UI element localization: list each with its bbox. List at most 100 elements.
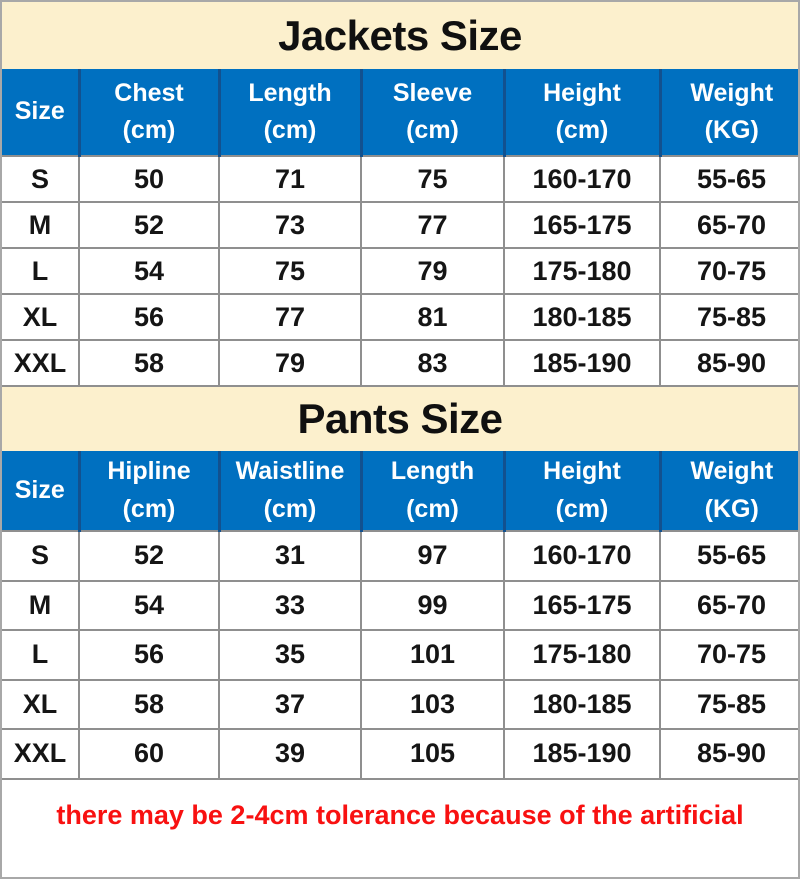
value-cell: 160-170 [503, 531, 660, 582]
value-cell: 33 [218, 580, 361, 631]
jackets-table: Size Chest (cm) Length (cm) Sleeve (cm) Height (… [2, 69, 798, 387]
column-header-unit: (cm) [263, 494, 317, 523]
value-cell: 160-170 [503, 156, 660, 203]
pants-table-body: S 52 31 97 160-170 55-65 M 54 33 99 165-175 65-70 L 5… [2, 531, 798, 780]
column-header: Hipline (cm) [77, 451, 219, 532]
column-header-label: Height [543, 457, 621, 485]
column-header-label: Size [14, 475, 65, 504]
column-header-label: Chest [114, 78, 184, 107]
value-cell: 75 [218, 248, 361, 295]
size-cell: L [2, 630, 79, 681]
value-cell: 50 [78, 156, 219, 203]
value-cell: 85-90 [659, 340, 798, 387]
pants-header-row: Size Hipline (cm) Waistline (cm) Length (cm) He… [2, 451, 798, 532]
value-cell: 180-185 [503, 679, 660, 730]
column-header-label: Sleeve [392, 78, 473, 107]
table-row: S 50 71 75 160-170 55-65 [2, 156, 798, 203]
column-header-label: Weight [690, 78, 774, 107]
column-header-label: Length [390, 457, 475, 485]
value-cell: 65-70 [659, 202, 798, 249]
jackets-title: Jackets Size [2, 2, 798, 69]
column-header-unit: (KG) [704, 116, 759, 144]
value-cell: 185-190 [503, 340, 660, 387]
value-cell: 52 [78, 531, 219, 582]
column-header: Height (cm) [502, 69, 660, 157]
table-row: XXL 58 79 83 185-190 85-90 [2, 340, 798, 387]
column-header-label: Waistline [235, 457, 345, 485]
value-cell: 56 [78, 630, 219, 681]
column-header: Chest (cm) [77, 69, 219, 157]
pants-table: Size Hipline (cm) Waistline (cm) Length (cm) He… [2, 451, 798, 780]
column-header-unit: (cm) [122, 116, 176, 144]
value-cell: 75 [360, 156, 504, 203]
value-cell: 71 [218, 156, 361, 203]
value-cell: 105 [360, 729, 504, 780]
value-cell: 79 [360, 248, 504, 295]
table-row: M 54 33 99 165-175 65-70 [2, 580, 798, 631]
value-cell: 85-90 [659, 729, 798, 780]
column-header: Weight (KG) [658, 451, 798, 532]
value-cell: 54 [78, 248, 219, 295]
column-header-label: Height [543, 78, 621, 107]
column-header: Weight (KG) [658, 69, 798, 157]
column-header-label: Hipline [107, 457, 191, 485]
value-cell: 75-85 [659, 679, 798, 730]
value-cell: 70-75 [659, 248, 798, 295]
value-cell: 185-190 [503, 729, 660, 780]
value-cell: 165-175 [503, 202, 660, 249]
size-cell: M [2, 580, 79, 631]
value-cell: 79 [218, 340, 361, 387]
column-header: Size [2, 451, 79, 532]
pants-section: Pants Size Size Hipline (cm) Waistline (cm) L… [2, 387, 798, 780]
value-cell: 58 [78, 340, 219, 387]
value-cell: 56 [78, 294, 219, 341]
column-header-unit: (cm) [555, 116, 609, 144]
value-cell: 165-175 [503, 580, 660, 631]
value-cell: 35 [218, 630, 361, 681]
size-cell: XXL [2, 729, 79, 780]
value-cell: 58 [78, 679, 219, 730]
size-cell: XL [2, 679, 79, 730]
value-cell: 175-180 [503, 248, 660, 295]
value-cell: 60 [78, 729, 219, 780]
column-header: Height (cm) [502, 451, 660, 532]
value-cell: 70-75 [659, 630, 798, 681]
value-cell: 31 [218, 531, 361, 582]
column-header-unit: (cm) [406, 494, 459, 523]
table-row: XXL 60 39 105 185-190 85-90 [2, 729, 798, 780]
column-header: Length (cm) [359, 451, 504, 532]
column-header-unit: (cm) [263, 116, 317, 144]
value-cell: 77 [360, 202, 504, 249]
table-row: S 52 31 97 160-170 55-65 [2, 531, 798, 582]
value-cell: 99 [360, 580, 504, 631]
jackets-table-body: S 50 71 75 160-170 55-65 M 52 73 77 165-175 65-70 L 5… [2, 156, 798, 387]
column-header: Size [2, 69, 79, 157]
value-cell: 103 [360, 679, 504, 730]
size-cell: M [2, 202, 79, 249]
column-header: Waistline (cm) [217, 451, 361, 532]
size-cell: S [2, 156, 79, 203]
value-cell: 175-180 [503, 630, 660, 681]
table-row: XL 56 77 81 180-185 75-85 [2, 294, 798, 341]
value-cell: 65-70 [659, 580, 798, 631]
value-cell: 54 [78, 580, 219, 631]
value-cell: 73 [218, 202, 361, 249]
column-header-label: Size [14, 97, 65, 126]
table-row: L 54 75 79 175-180 70-75 [2, 248, 798, 295]
value-cell: 75-85 [659, 294, 798, 341]
size-cell: S [2, 531, 79, 582]
value-cell: 55-65 [659, 156, 798, 203]
column-header-unit: (cm) [122, 494, 176, 523]
value-cell: 39 [218, 729, 361, 780]
value-cell: 97 [360, 531, 504, 582]
column-header-unit: (cm) [406, 116, 459, 144]
table-row: XL 58 37 103 180-185 75-85 [2, 679, 798, 730]
table-row: L 56 35 101 175-180 70-75 [2, 630, 798, 681]
column-header-unit: (KG) [704, 494, 759, 523]
column-header-unit: (cm) [555, 494, 609, 523]
value-cell: 37 [218, 679, 361, 730]
value-cell: 81 [360, 294, 504, 341]
jackets-header-row: Size Chest (cm) Length (cm) Sleeve (cm) Height (… [2, 69, 798, 157]
pants-title: Pants Size [2, 387, 798, 451]
